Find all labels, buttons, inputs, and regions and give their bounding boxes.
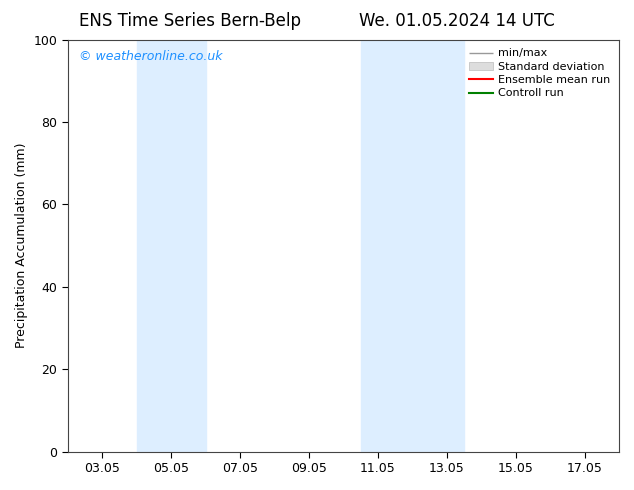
- Text: ENS Time Series Bern-Belp: ENS Time Series Bern-Belp: [79, 12, 301, 30]
- Legend: min/max, Standard deviation, Ensemble mean run, Controll run: min/max, Standard deviation, Ensemble me…: [465, 45, 614, 102]
- Bar: [361, 40, 464, 452]
- Text: We. 01.05.2024 14 UTC: We. 01.05.2024 14 UTC: [359, 12, 554, 30]
- Y-axis label: Precipitation Accumulation (mm): Precipitation Accumulation (mm): [15, 143, 28, 348]
- Text: © weatheronline.co.uk: © weatheronline.co.uk: [79, 50, 223, 63]
- Bar: [137, 40, 205, 452]
